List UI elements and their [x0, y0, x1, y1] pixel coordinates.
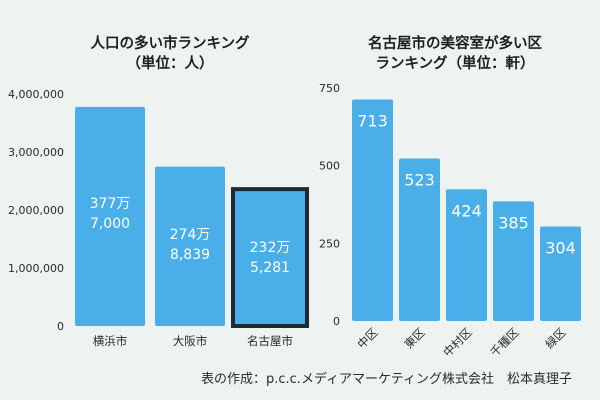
chart2-title-line1: 名古屋市の美容室が多い区 — [368, 36, 542, 52]
chart1-bar-value-label: 377万 — [90, 196, 131, 212]
chart1-bar-value-label: 232万 — [250, 240, 291, 256]
chart2-category-label: 千種区 — [487, 325, 521, 359]
chart1-title-line1: 人口の多い市ランキング — [90, 36, 250, 52]
chart2-category-label: 緑区 — [542, 325, 568, 351]
chart1-category-label: 名古屋市 — [247, 334, 293, 348]
chart2-title-line2: ランキング（単位：軒） — [375, 56, 535, 72]
chart2-bar-value-label: 385 — [498, 213, 529, 232]
chart1-bar-value-label: 8,839 — [170, 247, 210, 263]
chart2-ytick-label: 500 — [319, 160, 340, 173]
chart1-bar-highlighted — [231, 187, 309, 328]
chart2-bar — [399, 158, 440, 321]
chart1-bar-value-label: 7,000 — [90, 216, 130, 232]
chart1-title-line2: （単位：人） — [126, 56, 214, 72]
chart1-category-label: 大阪市 — [173, 334, 208, 348]
chart2-bar — [352, 99, 393, 322]
chart2-category-label: 中村区 — [440, 325, 474, 359]
chart1-ytick-label: 4,000,000 — [8, 88, 64, 101]
chart2-bar-value-label: 424 — [451, 201, 482, 220]
chart1-ytick-label: 1,000,000 — [8, 262, 64, 275]
chart1-ytick-label: 0 — [57, 320, 64, 333]
chart1-category-label: 横浜市 — [93, 334, 128, 348]
credit-text: 表の作成：p.c.c.メディアマーケティング株式会社 松本真理子 — [201, 372, 572, 387]
chart2-bar — [493, 201, 534, 321]
chart1-bar-value-label: 274万 — [170, 227, 211, 243]
chart2-category-label: 中区 — [354, 325, 380, 351]
chart2-category-label: 東区 — [401, 325, 427, 351]
chart2-bar-value-label: 523 — [404, 171, 435, 190]
chart2-ytick-label: 750 — [319, 82, 340, 95]
chart2-title: 名古屋市の美容室が多い区 ランキング（単位：軒） — [330, 34, 580, 74]
chart1-bar-value-label: 5,281 — [250, 260, 290, 276]
chart2-bar — [540, 226, 581, 321]
chart1-bar — [75, 106, 145, 327]
chart2-ytick-label: 0 — [333, 315, 340, 328]
chart1-bar — [155, 166, 225, 326]
chart2-bar-value-label: 304 — [545, 239, 576, 258]
chart1-ytick-label: 2,000,000 — [8, 204, 64, 217]
chart1-ytick-label: 3,000,000 — [8, 146, 64, 159]
chart2-ytick-label: 250 — [319, 237, 340, 250]
chart1-title: 人口の多い市ランキング （単位：人） — [40, 34, 300, 74]
chart2-bar-value-label: 713 — [357, 111, 388, 130]
chart2-bar — [446, 189, 487, 321]
